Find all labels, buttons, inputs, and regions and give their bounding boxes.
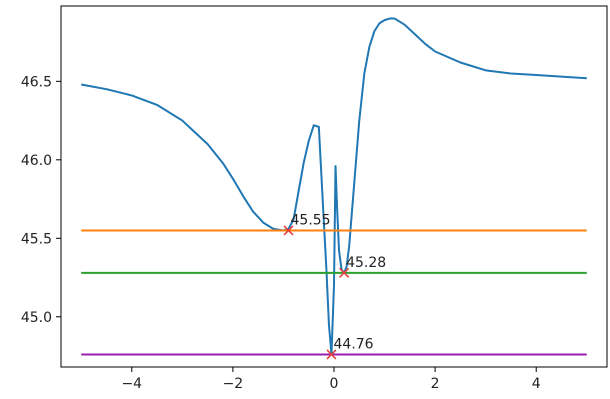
x-tick-label-2: 0 [330,376,339,392]
y-tick-label-1: 45.5 [21,231,52,247]
x-tick-label-3: 2 [431,376,440,392]
min-marker-0 [283,225,294,236]
x-tick-label-4: 4 [532,376,541,392]
min-marker-1 [339,267,350,278]
min-marker-2 [326,349,337,360]
marker-layer: 45.55 45.28 44.76 [283,212,386,360]
data-label-0: 45.55 [291,212,331,228]
y-tick-label-0: 45.0 [21,310,52,326]
series-line-0 [81,17,587,356]
y-tick-label-3: 46.5 [21,74,52,90]
x-axis: −4 −2 0 2 4 [121,367,541,392]
data-label-2: 44.76 [334,336,374,352]
x-tick-label-0: −4 [121,376,142,392]
series-layer [81,17,587,356]
x-tick-label-1: −2 [223,376,244,392]
data-label-1: 45.28 [346,255,386,271]
y-tick-label-2: 46.0 [21,153,52,169]
y-axis: 45.0 45.5 46.0 46.5 [21,74,61,326]
